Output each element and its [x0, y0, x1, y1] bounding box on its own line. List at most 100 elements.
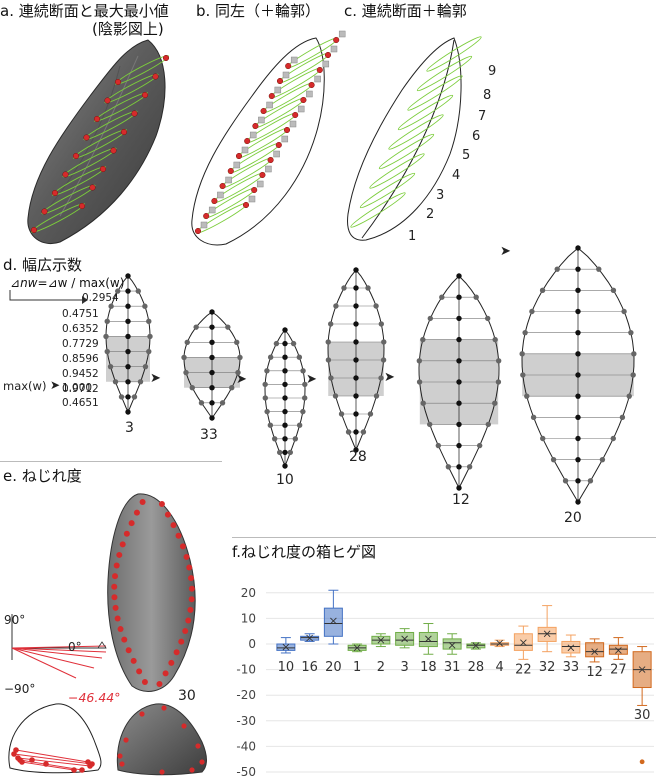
edge-point	[365, 285, 371, 291]
marker-tag	[322, 60, 330, 68]
axis-point	[282, 422, 288, 428]
section-number-2: 2	[426, 207, 435, 222]
mean-marker	[448, 641, 456, 649]
axis-point	[209, 354, 215, 361]
index-value-8-visible: 1.000	[62, 382, 93, 394]
twist-point	[136, 668, 143, 675]
section-point	[43, 761, 49, 767]
edge-point	[146, 318, 152, 325]
extreme-marker	[267, 156, 274, 164]
mean-marker	[330, 617, 337, 625]
axis-point	[209, 400, 215, 406]
extreme-marker	[251, 186, 258, 194]
twist-point	[182, 628, 189, 635]
edge-point	[520, 372, 526, 378]
section-line	[115, 55, 169, 85]
section-point	[161, 705, 167, 711]
edge-point	[184, 339, 190, 345]
edge-point	[427, 315, 434, 322]
edge-point	[341, 285, 347, 291]
y-tick-label: -30	[236, 714, 256, 728]
extreme-marker	[203, 212, 210, 220]
section-point	[19, 759, 25, 765]
marker-tag	[258, 116, 265, 124]
marker-tag	[290, 56, 298, 64]
extreme-marker	[194, 227, 202, 235]
section-line	[285, 37, 339, 69]
section-line	[269, 67, 323, 99]
shape-label-33: 33	[200, 427, 218, 443]
edge-point	[621, 308, 627, 315]
axis-point	[575, 393, 581, 399]
box-body	[513, 633, 533, 651]
box-18: 18	[418, 623, 438, 675]
box-16: 16	[300, 633, 320, 675]
extreme-marker	[89, 184, 96, 191]
tip-point	[353, 267, 359, 273]
section-number-8: 8	[483, 88, 492, 103]
section-line	[369, 153, 425, 189]
box-30: 30	[632, 646, 652, 765]
extreme-marker	[99, 165, 107, 173]
edge-point	[378, 375, 384, 381]
index-value-3: 0.6352	[62, 323, 99, 335]
edge-point	[115, 288, 121, 294]
extreme-marker	[104, 97, 111, 104]
panel-d-title: d. 幅広示数	[3, 256, 83, 274]
width-shape-20	[519, 245, 637, 505]
box-body	[323, 607, 343, 637]
section-line	[388, 114, 444, 150]
section-line	[195, 202, 249, 234]
axis-point	[456, 315, 462, 322]
axis-point	[282, 436, 288, 442]
edge-point	[237, 354, 243, 361]
twist-point	[112, 573, 119, 580]
section-line	[211, 172, 265, 204]
section-point	[159, 769, 165, 775]
box-body	[561, 640, 581, 654]
extreme-marker	[162, 54, 170, 62]
section-number-1: 1	[408, 229, 417, 244]
axis-point	[456, 400, 462, 406]
extreme-marker	[252, 122, 259, 130]
y-tick-label: -10	[236, 663, 256, 677]
formula-delta: ⊿	[10, 276, 21, 290]
edge-point	[378, 321, 385, 327]
width-shape-33	[181, 309, 243, 421]
twist-point	[111, 583, 118, 590]
box-10: 10	[276, 637, 296, 675]
formula-nw: nw	[20, 276, 38, 290]
edge-point	[193, 324, 199, 330]
tip-point	[282, 327, 288, 333]
section-point	[189, 767, 195, 773]
edge-point	[416, 358, 423, 364]
twist-point	[188, 585, 195, 592]
mean-marker	[615, 647, 622, 654]
edge-point	[327, 321, 334, 327]
edge-point	[264, 368, 270, 374]
mean-marker	[306, 634, 313, 642]
edge-point	[235, 369, 241, 376]
edge-point	[626, 393, 632, 399]
marker-tag	[314, 75, 321, 83]
section-number-9: 9	[488, 64, 497, 79]
edge-point	[296, 354, 303, 360]
axis-point	[456, 379, 462, 385]
section-line	[31, 203, 85, 233]
twist-point	[188, 596, 195, 603]
box-32: 32	[537, 605, 557, 675]
twist-point	[188, 575, 195, 582]
axis-point	[575, 456, 581, 463]
edge-point	[554, 266, 560, 272]
axis-point	[282, 381, 288, 388]
angle-0: 0°	[68, 640, 82, 654]
box-body	[608, 644, 628, 655]
box-31: 31	[442, 633, 462, 675]
category-label: 3	[400, 660, 408, 675]
category-label: 2	[377, 660, 385, 675]
axis-point	[456, 421, 462, 428]
extreme-marker	[242, 201, 250, 209]
axis-point	[575, 414, 581, 421]
edge-point	[373, 393, 380, 399]
extreme-marker	[268, 92, 275, 100]
